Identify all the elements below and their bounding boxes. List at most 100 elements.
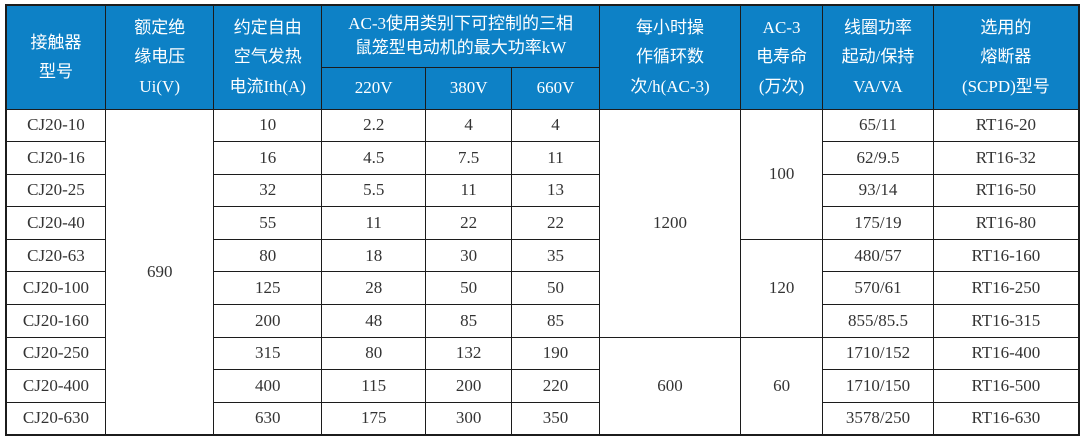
cell-model: CJ20-250 (5, 336, 106, 371)
cell-kw660: 13 (510, 173, 601, 208)
cell-kw380: 200 (425, 369, 512, 403)
header-220v: 220V (320, 66, 427, 110)
cell-fuse: RT16-315 (932, 304, 1080, 338)
cell-fuse: RT16-160 (932, 238, 1080, 273)
cell-kw220: 115 (320, 369, 427, 403)
cell-fuse: RT16-20 (932, 108, 1080, 143)
table-row: CJ20-250 315 80 132 190 600 60 1710/152 … (5, 336, 1080, 436)
table-row: CJ20-160 200 48 85 85 855/85.5 RT16-315 (5, 304, 1080, 338)
cell-model: CJ20-160 (5, 304, 106, 338)
cell-model: CJ20-40 (5, 206, 106, 240)
cell-coil: 855/85.5 (822, 304, 934, 338)
header-fuse: 选用的 熔断器 (SCPD)型号 (932, 4, 1080, 110)
cell-fuse: RT16-630 (932, 401, 1080, 436)
cell-kw660: 220 (510, 369, 601, 403)
cell-fuse: RT16-400 (932, 336, 1080, 371)
cell-model: CJ20-400 (5, 369, 106, 403)
cell-kw380: 4 (425, 108, 512, 143)
cell-kw220: 4.5 (320, 141, 427, 175)
cell-coil: 570/61 (822, 271, 934, 306)
cell-kw220: 80 (320, 336, 427, 371)
cell-kw220: 5.5 (320, 173, 427, 208)
cell-coil: 62/9.5 (822, 141, 934, 175)
cell-fuse: RT16-250 (932, 271, 1080, 306)
cell-kw660: 190 (510, 336, 601, 371)
cell-kw660: 11 (510, 141, 601, 175)
cell-ith: 125 (213, 271, 322, 306)
cell-ith: 200 (213, 304, 322, 338)
cell-kw380: 11 (425, 173, 512, 208)
cell-kw660: 4 (510, 108, 601, 143)
cell-ith: 55 (213, 206, 322, 240)
cell-kw380: 22 (425, 206, 512, 240)
table-row: CJ20-25 32 5.5 11 13 93/14 RT16-50 (5, 173, 1080, 208)
cell-fuse: RT16-32 (932, 141, 1080, 175)
header-coil-power: 线圈功率 起动/保持 VA/VA (822, 4, 934, 110)
cell-coil: 65/11 (822, 108, 934, 143)
cell-kw220: 11 (320, 206, 427, 240)
cell-ith: 10 (213, 108, 322, 143)
cell-coil: 3578/250 (822, 401, 934, 436)
cell-kw660: 350 (510, 401, 601, 436)
cell-life-120: 120 (739, 238, 824, 338)
cell-ith: 80 (213, 238, 322, 273)
cell-model: CJ20-16 (5, 141, 106, 175)
table-row: CJ20-10 690 10 2.2 4 4 1200 100 65/11 RT… (5, 108, 1080, 436)
cell-coil: 1710/150 (822, 369, 934, 403)
table-row: CJ20-63 80 18 30 35 120 480/57 RT16-160 (5, 238, 1080, 338)
table-row: CJ20-16 16 4.5 7.5 11 62/9.5 RT16-32 (5, 141, 1080, 175)
cell-kw380: 85 (425, 304, 512, 338)
header-ac3-life: AC-3 电寿命 (万次) (739, 4, 824, 110)
cell-model: CJ20-100 (5, 271, 106, 306)
table-row: CJ20-400 400 115 200 220 1710/150 RT16-5… (5, 369, 1080, 403)
header-insulation-voltage: 额定绝 缘电压 Ui(V) (104, 4, 215, 110)
cell-model: CJ20-25 (5, 173, 106, 208)
cell-kw380: 7.5 (425, 141, 512, 175)
cell-life-60: 60 (739, 336, 824, 436)
table-row: CJ20-40 55 11 22 22 175/19 RT16-80 (5, 206, 1080, 240)
header-row-sub: 220V 380V 660V (6, 66, 1079, 110)
cell-coil: 1710/152 (822, 336, 934, 371)
cell-kw380: 132 (425, 336, 512, 371)
cell-coil: 175/19 (822, 206, 934, 240)
cell-fuse: RT16-50 (932, 173, 1080, 208)
cell-ith: 16 (213, 141, 322, 175)
table-row: CJ20-630 630 175 300 350 3578/250 RT16-6… (5, 401, 1080, 436)
cell-kw220: 18 (320, 238, 427, 273)
cell-ops-600: 600 (599, 336, 741, 436)
cell-ith: 400 (213, 369, 322, 403)
cell-ops-1200: 1200 (599, 108, 741, 338)
cell-kw660: 85 (510, 304, 601, 338)
cell-model: CJ20-63 (5, 238, 106, 273)
cell-kw220: 175 (320, 401, 427, 436)
header-380v: 380V (425, 66, 512, 110)
header-660v: 660V (510, 66, 601, 110)
cell-kw220: 2.2 (320, 108, 427, 143)
cell-coil: 480/57 (822, 238, 934, 273)
cell-life-100: 100 (739, 108, 824, 240)
cell-model: CJ20-10 (5, 108, 106, 143)
cell-kw660: 50 (510, 271, 601, 306)
cell-fuse: RT16-80 (932, 206, 1080, 240)
cell-kw220: 28 (320, 271, 427, 306)
cell-kw660: 22 (510, 206, 601, 240)
cell-ith: 32 (213, 173, 322, 208)
cell-kw380: 30 (425, 238, 512, 273)
header-ops-per-hour: 每小时操 作循环数 次/h(AC-3) (599, 4, 741, 110)
cell-insulation-690: 690 (104, 108, 215, 436)
header-ac3-power-group: AC-3使用类别下可控制的三相 鼠笼型电动机的最大功率kW (320, 4, 601, 68)
cell-fuse: RT16-500 (932, 369, 1080, 403)
cell-coil: 93/14 (822, 173, 934, 208)
cell-ith: 315 (213, 336, 322, 371)
table-row: CJ20-100 125 28 50 50 570/61 RT16-250 (5, 271, 1080, 306)
table-header: 接触器 型号 额定绝 缘电压 Ui(V) 约定自由 空气发热 电流Ith(A) … (5, 4, 1080, 110)
cell-ith: 630 (213, 401, 322, 436)
table-body: CJ20-10 690 10 2.2 4 4 1200 100 65/11 RT… (5, 108, 1080, 436)
cell-kw220: 48 (320, 304, 427, 338)
cell-kw380: 300 (425, 401, 512, 436)
header-thermal-current: 约定自由 空气发热 电流Ith(A) (213, 4, 322, 110)
cell-model: CJ20-630 (5, 401, 106, 436)
contactor-spec-table: 接触器 型号 额定绝 缘电压 Ui(V) 约定自由 空气发热 电流Ith(A) … (5, 4, 1080, 436)
header-row-top: 接触器 型号 额定绝 缘电压 Ui(V) 约定自由 空气发热 电流Ith(A) … (5, 4, 1080, 110)
